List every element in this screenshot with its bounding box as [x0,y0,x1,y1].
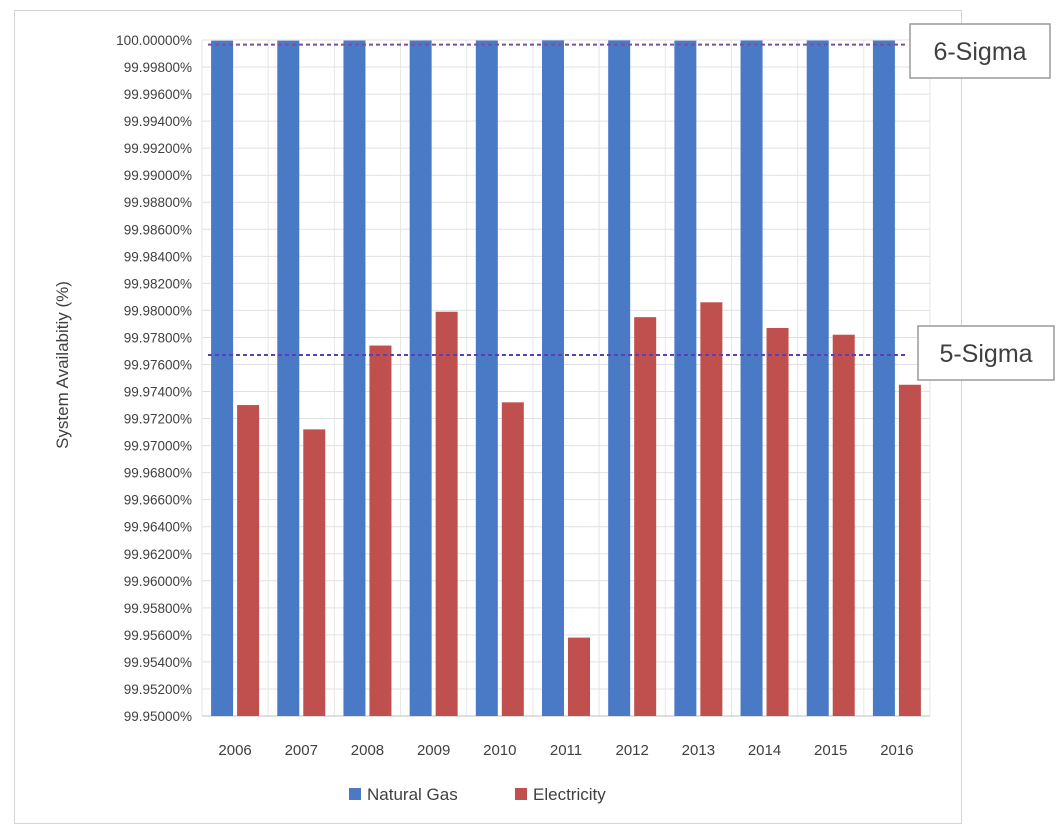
y-tick-label: 99.97800% [124,330,192,345]
y-tick-label: 99.98200% [124,276,192,291]
y-tick-label: 99.95000% [124,709,192,724]
x-tick-label: 2014 [748,742,781,759]
y-tick-label: 99.97400% [124,385,192,400]
y-axis: 100.00000% 99.99800% 99.99600% 99.99400% 99.… [116,33,192,724]
y-tick-label: 100.00000% [116,33,192,48]
x-tick-label: 2013 [682,742,715,759]
x-tick-label: 2006 [218,742,251,759]
natural-gas-bar-2008 [343,40,366,717]
gridlines [201,39,931,717]
x-tick-label: 2009 [417,742,450,759]
y-tick-label: 99.96400% [124,520,192,535]
y-tick-label: 99.95800% [124,601,192,616]
natural-gas-bar-2015 [806,40,829,717]
natural-gas-bar-2013 [674,40,697,716]
y-tick-label: 99.98000% [124,303,192,318]
x-tick-label: 2015 [814,742,847,759]
electricity-legend-swatch [515,788,527,800]
y-tick-label: 99.95200% [124,682,192,697]
y-tick-label: 99.99200% [124,141,192,156]
electricity-bar-2009 [435,311,458,716]
x-tick-label: 2007 [285,742,318,759]
electricity-bar-2016 [898,384,921,716]
electricity-bar-2010 [501,402,524,716]
y-tick-label: 99.95600% [124,628,192,643]
natural-gas-bar-2014 [740,40,763,717]
y-tick-label: 99.99400% [124,114,192,129]
legend: Natural Gas Electricity [349,785,606,804]
y-tick-label: 99.97200% [124,412,192,427]
y-tick-label: 99.96600% [124,493,192,508]
electricity-legend-label: Electricity [533,785,606,804]
electricity-bar-2007 [303,429,326,716]
electricity-bar-2011 [568,637,590,716]
electricity-bar-2008 [369,345,392,716]
x-tick-label: 2016 [880,742,913,759]
x-tick-label: 2010 [483,742,516,759]
x-tick-label: 2012 [615,742,648,759]
y-tick-label: 99.99600% [124,87,192,102]
y-tick-label: 99.97600% [124,357,192,372]
electricity-bar-2006 [237,405,260,716]
6-sigma-annotation-label: 6-Sigma [933,38,1026,66]
natural-gas-bar-2007 [277,40,300,716]
electricity-bar-2015 [832,334,855,716]
y-tick-label: 99.97000% [124,439,192,454]
y-tick-label: 99.96800% [124,466,192,481]
y-tick-label: 99.99000% [124,168,192,183]
electricity-bar-2012 [634,317,657,716]
bars [211,40,921,717]
y-tick-label: 99.95400% [124,655,192,670]
natural-gas-bar-2009 [409,40,432,717]
y-axis-label: System Availabitiy (%) [53,281,72,449]
electricity-bar-2013 [700,302,723,716]
natural-gas-bar-2011 [542,40,564,717]
5-sigma-annotation-label: 5-Sigma [939,340,1032,368]
6-sigma-annotation-box [909,23,1051,79]
natural-gas-bar-2006 [211,40,234,716]
y-tick-label: 99.98600% [124,222,192,237]
x-axis: 2006 2007 2008 2009 2010 2011 2012 2013 2014 2015… [218,742,913,759]
x-tick-label: 2011 [550,742,582,759]
natural-gas-bar-2016 [872,40,895,717]
reference-lines: 6-Sigma 5-Sigma [208,23,1055,381]
natural-gas-legend-label: Natural Gas [367,785,458,804]
y-tick-label: 99.99800% [124,60,192,75]
5-sigma-annotation-box [917,325,1055,381]
y-tick-label: 99.98400% [124,249,192,264]
y-tick-label: 99.96000% [124,574,192,589]
y-tick-label: 99.96200% [124,547,192,562]
natural-gas-bar-2012 [608,40,631,717]
natural-gas-legend-swatch [349,788,361,800]
natural-gas-bar-2010 [475,40,498,717]
y-tick-label: 99.98800% [124,195,192,210]
electricity-bar-2014 [766,327,789,716]
x-tick-label: 2008 [351,742,384,759]
